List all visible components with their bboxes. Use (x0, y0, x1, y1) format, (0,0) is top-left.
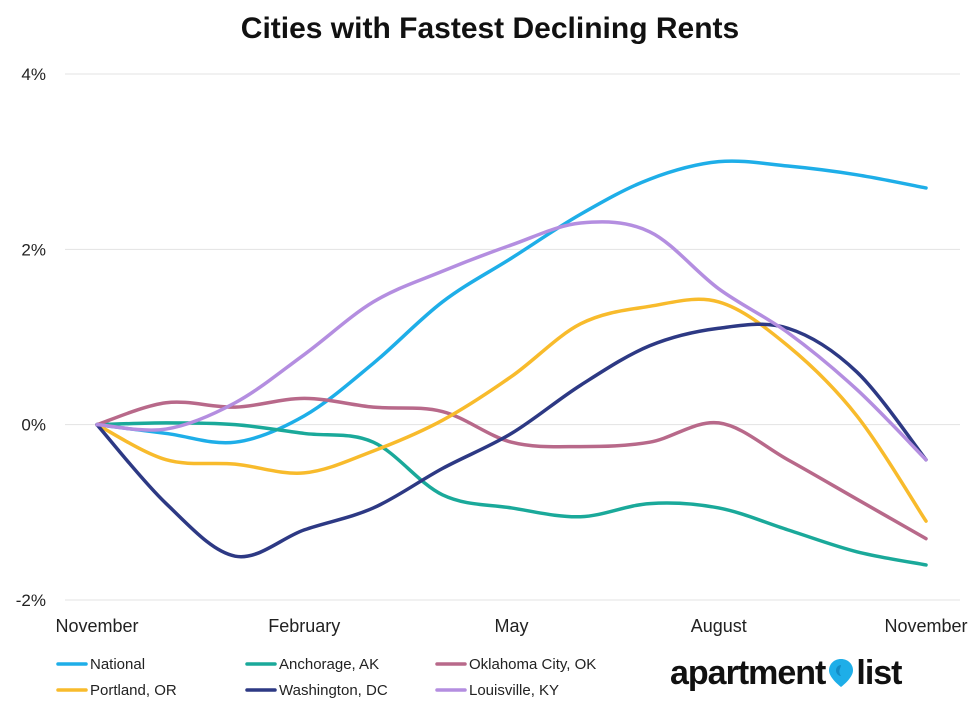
series-line-5 (95, 322, 928, 559)
x-tick-label: February (268, 616, 340, 636)
y-tick-label: 0% (21, 416, 46, 435)
y-axis-ticks: 4% 2% 0% -2% (16, 65, 46, 610)
series-line-3 (95, 396, 928, 541)
x-tick-label: August (691, 616, 747, 636)
legend-label: National (90, 656, 145, 673)
chart-title: Cities with Fastest Declining Rents (240, 12, 740, 45)
series-line-4 (95, 297, 928, 523)
legend-label: Louisville, KY (469, 682, 559, 699)
series-lines (95, 159, 928, 567)
x-axis-ticks: November February May August November (55, 616, 967, 636)
y-tick-label: 4% (21, 65, 46, 84)
grid-lines (65, 73, 960, 601)
logo-text-right: list (856, 653, 902, 692)
logo-text-left: apartment (670, 653, 826, 692)
legend-label: Oklahoma City, OK (469, 656, 596, 673)
series-line-2 (95, 421, 928, 567)
series-line-6 (95, 220, 928, 462)
map-pin-icon (829, 659, 854, 687)
y-tick-label: -2% (16, 591, 46, 610)
legend-label: Portland, OR (90, 682, 177, 699)
legend-label: Anchorage, AK (279, 656, 379, 673)
legend: National Anchorage, AK Oklahoma City, OK Po… (56, 656, 596, 699)
y-tick-label: 2% (21, 240, 46, 259)
series-line-1 (95, 159, 928, 445)
x-tick-label: May (494, 616, 528, 636)
apartment-list-logo: apartment list (670, 650, 903, 696)
legend-label: Washington, DC (279, 682, 388, 699)
x-tick-label: November (884, 616, 967, 636)
x-tick-label: November (55, 616, 138, 636)
